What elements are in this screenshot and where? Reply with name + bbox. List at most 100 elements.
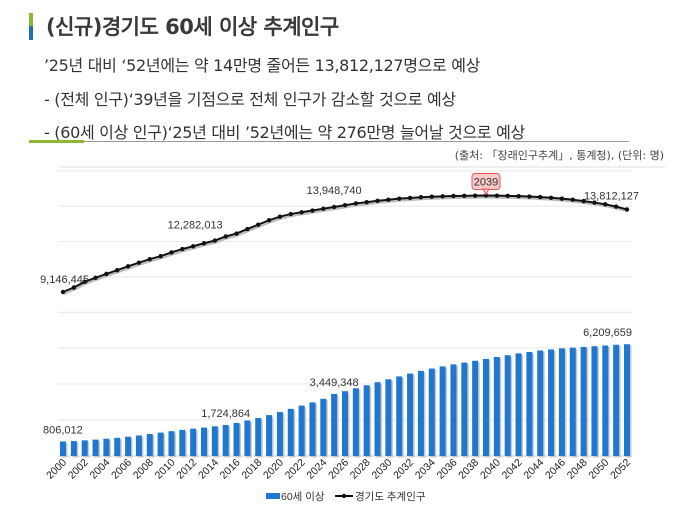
bar-2034 (428, 368, 435, 456)
x-tick-label: 2032 (391, 457, 416, 482)
bar-2006 (125, 436, 132, 456)
line-point-2051 (613, 204, 619, 209)
bar-data-label: 1,724,864 (201, 408, 250, 420)
line-data-label: 13,812,127 (584, 190, 639, 202)
peak-callout-pointer (482, 188, 490, 196)
line-data-label: 12,282,013 (168, 220, 223, 232)
bar-2052 (624, 344, 630, 456)
x-tick-label: 2040 (478, 457, 503, 482)
line-data-label: 9,146,445 (40, 274, 89, 286)
bar-2036 (450, 364, 457, 456)
bar-2025 (331, 393, 338, 456)
bar-2029 (374, 382, 381, 456)
bar-2028 (363, 385, 370, 456)
bar-2019 (266, 415, 273, 456)
line-point-2046 (559, 196, 565, 201)
bar-2020 (276, 412, 283, 456)
line-point-2007 (136, 260, 142, 265)
bar-2049 (591, 346, 598, 456)
line-point-2029 (375, 198, 380, 203)
x-tick-label: 2026 (326, 457, 351, 482)
bar-2045 (548, 349, 555, 456)
bar-2014 (211, 426, 218, 456)
x-tick-label: 2030 (370, 457, 395, 482)
line-point-2010 (169, 250, 174, 255)
bar-data-label: 3,449,348 (310, 377, 359, 389)
x-tick-label: 2006 (109, 457, 134, 482)
line-point-2018 (256, 222, 261, 227)
bar-2048 (580, 346, 587, 456)
title-accent-green (29, 13, 33, 26)
line-point-2015 (223, 234, 228, 239)
line-point-2009 (158, 253, 163, 259)
bar-2026 (342, 391, 348, 456)
bar-2002 (81, 440, 88, 456)
x-tick-label: 2012 (174, 457, 199, 482)
x-tick-label: 2020 (261, 457, 286, 482)
bar-2024 (320, 398, 327, 456)
bar-2039 (483, 358, 489, 456)
bar-2011 (179, 429, 186, 456)
bar-2022 (298, 405, 305, 456)
bar-data-label: 806,012 (43, 424, 83, 436)
line-point-2032 (407, 195, 413, 201)
line-point-2017 (245, 226, 250, 232)
line-point-2004 (104, 271, 109, 277)
bar-2037 (461, 362, 468, 456)
legend-bar-label: 60세 이상 (281, 491, 325, 503)
bar-2040 (493, 357, 500, 456)
peak-callout-label: 2039 (474, 176, 498, 188)
x-tick-label: 2034 (413, 457, 438, 482)
line-point-2024 (321, 206, 326, 211)
bar-2012 (190, 428, 197, 456)
line-point-2021 (288, 211, 293, 217)
line-point-2012 (190, 244, 196, 249)
x-tick-label: 2000 (44, 457, 69, 482)
x-tick-label: 2042 (500, 457, 525, 482)
bar-2032 (407, 373, 414, 456)
bar-2031 (396, 376, 403, 456)
legend-line-label: 경기도 추계인구 (355, 490, 426, 503)
x-tick-label: 2002 (66, 457, 91, 482)
line-point-2016 (234, 231, 239, 236)
bar-2047 (569, 347, 576, 456)
line-series (62, 194, 628, 293)
bar-2033 (417, 370, 424, 456)
bar-2016 (233, 422, 240, 456)
x-tick-label: 2010 (153, 457, 178, 482)
line-point-2043 (527, 194, 532, 199)
x-tick-label: 2018 (239, 457, 264, 482)
line-point-2025 (331, 204, 337, 210)
summary-line: ’25년 대비 ‘52년에는 약 14만명 줄어든 13,812,127명으로 … (44, 56, 481, 75)
header-divider (29, 141, 629, 142)
x-tick-label: 2050 (586, 457, 611, 482)
bar-2046 (558, 348, 565, 456)
bar-2027 (352, 388, 359, 456)
x-tick-label: 2048 (565, 457, 590, 482)
line-point-2028 (364, 199, 369, 205)
bar-2043 (526, 351, 533, 456)
legend-bar-swatch (266, 493, 280, 499)
line-point-2013 (201, 241, 207, 246)
bar-2018 (255, 418, 262, 456)
line-point-2022 (299, 210, 304, 215)
line-point-2035 (440, 194, 445, 199)
bar-2017 (244, 420, 251, 456)
line-point-2036 (451, 193, 456, 199)
line-point-2042 (516, 193, 521, 199)
line-data-label: 13,948,740 (307, 185, 362, 197)
x-tick-label: 2024 (304, 457, 329, 482)
line-point-2049 (592, 200, 597, 205)
bar-2041 (504, 355, 511, 456)
line-point-2048 (581, 198, 586, 204)
line-point-2031 (397, 196, 402, 201)
bullet-total-population: - (전체 인구)‘39년을 기점으로 전체 인구가 감소할 것으로 예상 (44, 90, 456, 109)
header-divider-accent (29, 140, 84, 143)
line-point-2019 (266, 218, 272, 223)
x-tick-label: 2036 (435, 457, 460, 482)
line-point-2011 (180, 246, 185, 252)
line-point-2014 (212, 238, 218, 243)
line-point-2005 (115, 267, 120, 273)
bar-2009 (157, 432, 164, 456)
